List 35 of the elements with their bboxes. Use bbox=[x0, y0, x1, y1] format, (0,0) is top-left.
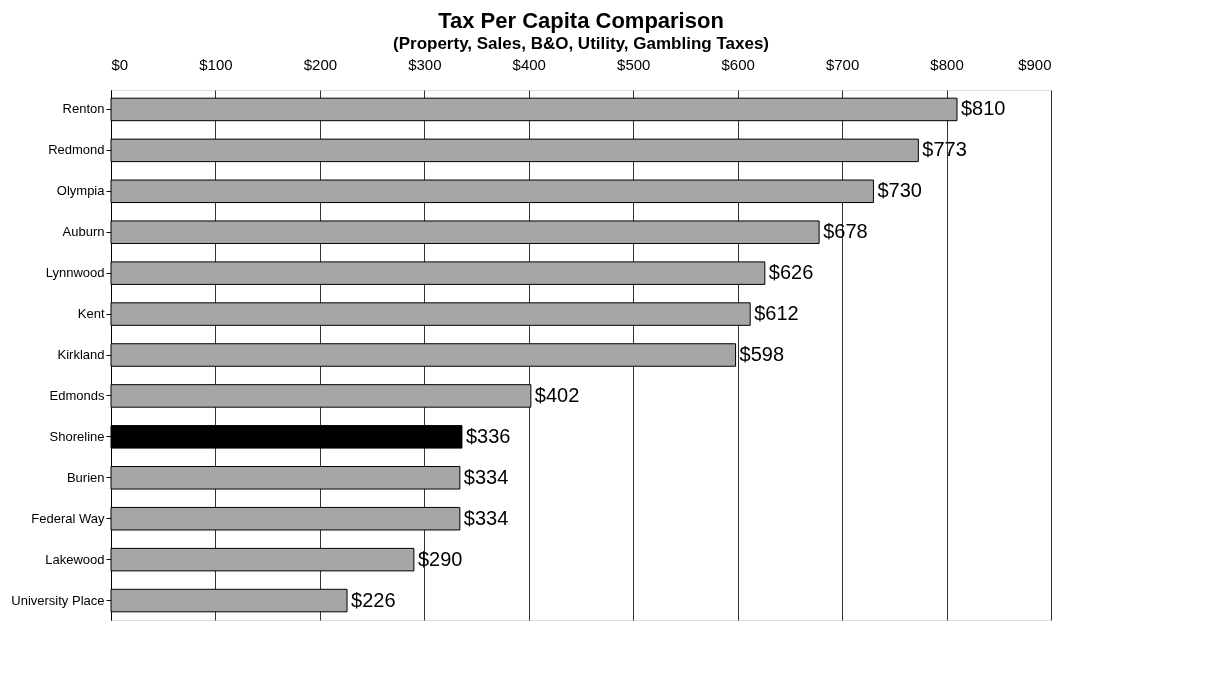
y-tick-label: Auburn bbox=[62, 224, 105, 240]
y-tick-label: Federal Way bbox=[31, 510, 105, 526]
y-tick-label: Burien bbox=[66, 469, 105, 485]
data-label: $626 bbox=[768, 261, 814, 284]
x-tick-label: $500 bbox=[617, 55, 651, 73]
data-label: $334 bbox=[463, 465, 509, 488]
data-label: $402 bbox=[534, 383, 580, 406]
y-tick-label: Redmond bbox=[48, 142, 105, 158]
data-label: $336 bbox=[465, 424, 511, 447]
x-tick-label: $200 bbox=[303, 55, 338, 73]
y-tick-label: Kent bbox=[77, 306, 105, 322]
chart-subtitle: (Property, Sales, B&O, Utility, Gambling Taxes) bbox=[393, 34, 769, 53]
x-tick-label: $900 bbox=[1018, 55, 1052, 73]
x-tick-label: $600 bbox=[721, 55, 755, 73]
y-tick-label: Lynnwood bbox=[45, 265, 105, 281]
data-label: $730 bbox=[877, 179, 922, 202]
x-tick-label: $300 bbox=[408, 55, 442, 73]
x-tick-label: $0 bbox=[111, 55, 129, 73]
x-tick-label: $100 bbox=[199, 55, 233, 73]
chart-title: Tax Per Capita Comparison bbox=[438, 8, 724, 33]
y-tick-label: Renton bbox=[62, 101, 105, 117]
y-tick-label: Kirkland bbox=[57, 347, 105, 362]
data-label: $612 bbox=[754, 302, 799, 325]
x-tick-label: $800 bbox=[930, 55, 964, 73]
data-label: $810 bbox=[961, 97, 1006, 120]
data-label: $226 bbox=[351, 588, 396, 611]
y-tick-label: University Place bbox=[11, 592, 105, 608]
y-tick-label: Olympia bbox=[56, 183, 106, 199]
x-tick-label: $700 bbox=[825, 55, 860, 73]
y-tick-label: Lakewood bbox=[45, 551, 105, 567]
x-tick-label: $400 bbox=[512, 55, 546, 73]
data-label: $598 bbox=[739, 343, 785, 365]
data-label: $334 bbox=[463, 506, 509, 529]
y-tick-label: Shoreline bbox=[49, 428, 105, 444]
y-tick-label: Edmonds bbox=[49, 387, 105, 403]
